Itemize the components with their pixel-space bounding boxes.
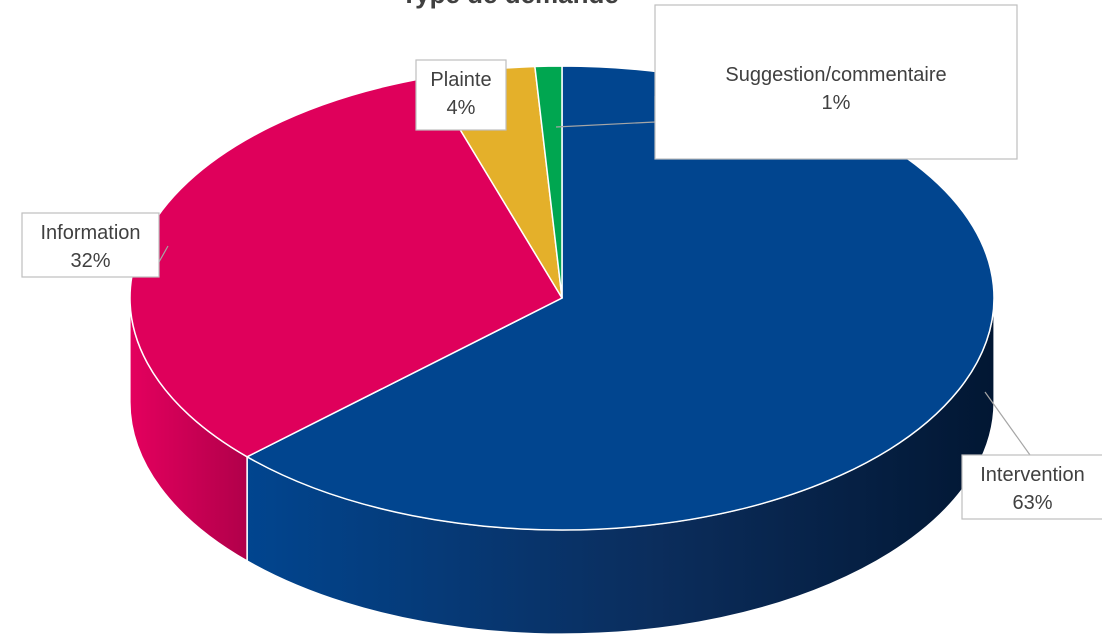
label-category: Intervention (980, 464, 1085, 486)
label-box (961, 454, 1102, 520)
label-box (415, 59, 507, 131)
label-percent: 1% (822, 92, 851, 114)
label-box (21, 212, 160, 278)
label-category: Suggestion/commentaire (725, 64, 946, 86)
label-percent: 32% (70, 250, 110, 272)
leader-line (158, 245, 169, 263)
pie-top-faces (129, 65, 995, 531)
pie-slice-suggestion-commentaire (534, 65, 563, 299)
label-percent: 4% (447, 97, 476, 119)
pie-data-labels: Intervention 63% Information 32% Plainte 4% Su… (21, 4, 1102, 520)
data-label-information: Information 32% (21, 212, 169, 278)
label-category: Information (40, 222, 140, 244)
data-label-plainte: Plainte 4% (415, 59, 507, 131)
data-label-suggestion-commentaire: Suggestion/commentaire 1% (555, 4, 1018, 160)
label-box (654, 4, 1018, 160)
label-percent: 63% (1012, 492, 1052, 514)
leader-line (984, 391, 1031, 456)
chart-title: Type de demande (250, 0, 770, 10)
label-category: Plainte (430, 69, 491, 91)
data-label-intervention: Intervention 63% (961, 391, 1102, 520)
